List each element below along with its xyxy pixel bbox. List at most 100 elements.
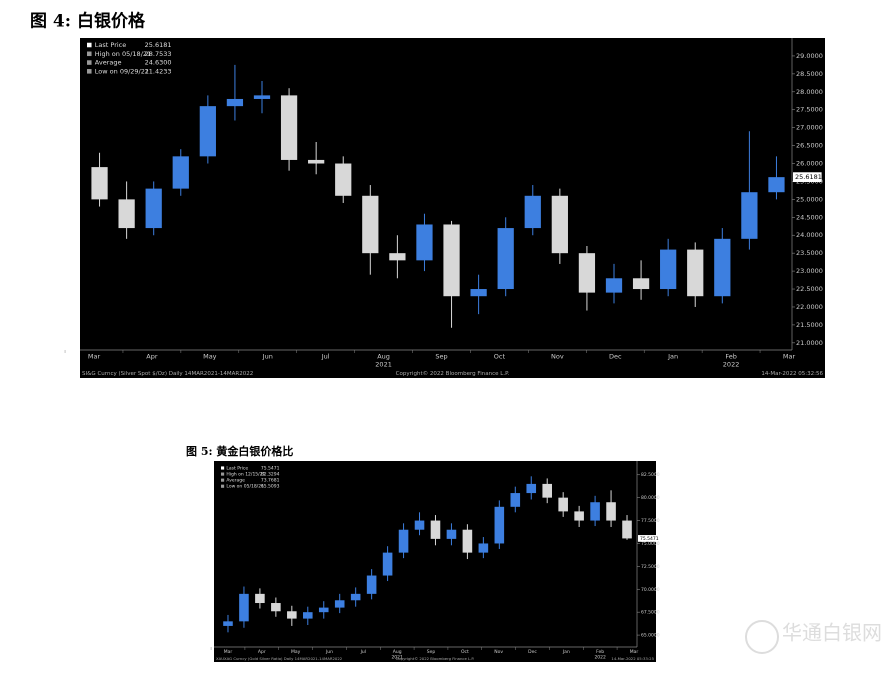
candle-body bbox=[462, 529, 473, 553]
candle-body bbox=[494, 506, 505, 544]
x-tick-label: Aug bbox=[393, 649, 402, 655]
legend-label: Low on 09/29/21 bbox=[95, 67, 149, 75]
candle-body bbox=[255, 593, 265, 604]
watermark: 华通白银网 bbox=[782, 621, 882, 645]
candle-body bbox=[334, 600, 345, 608]
candle-body bbox=[226, 98, 244, 107]
candle-body bbox=[660, 249, 677, 290]
x-tick-label: Mar bbox=[224, 649, 233, 655]
x-tick-label: Jul bbox=[360, 649, 366, 655]
legend-label: Last Price bbox=[226, 466, 248, 472]
candle-body bbox=[558, 497, 568, 512]
y-tick-label: 25.0000 bbox=[796, 195, 823, 203]
y-tick-label: 21.5000 bbox=[796, 321, 823, 329]
legend-swatch bbox=[87, 60, 92, 65]
y-tick-label: 26.5000 bbox=[796, 142, 823, 150]
candle-body bbox=[443, 224, 460, 297]
legend-swatch bbox=[87, 42, 92, 48]
y-tick-label: 28.5000 bbox=[796, 70, 823, 78]
candle-body bbox=[605, 278, 623, 293]
legend-value: 24.6300 bbox=[145, 59, 172, 67]
candle-body bbox=[280, 95, 298, 160]
x-tick-label: Dec bbox=[528, 649, 537, 655]
candle-body bbox=[414, 520, 425, 530]
x-tick-label: Jun bbox=[262, 353, 273, 361]
legend-label: Low on 05/18/21 bbox=[226, 484, 264, 490]
x-tick-label: Jun bbox=[325, 649, 333, 655]
year-label: 2021 bbox=[375, 360, 392, 368]
y-tick-label: 23.5000 bbox=[796, 249, 823, 257]
x-tick-label: Jan bbox=[667, 353, 678, 361]
y-tick-label: 21.0000 bbox=[796, 339, 823, 347]
candle-body bbox=[606, 502, 616, 521]
candle-body bbox=[199, 106, 216, 157]
x-tick-label: Dec bbox=[609, 353, 622, 361]
y-tick-label: 24.0000 bbox=[796, 231, 823, 239]
candle-body bbox=[271, 603, 281, 612]
x-tick-label: Apr bbox=[146, 353, 158, 361]
legend-swatch bbox=[87, 51, 92, 57]
legend-label: High on 12/15/21 bbox=[226, 472, 265, 478]
candle-body bbox=[478, 543, 489, 553]
candle-body bbox=[172, 156, 189, 189]
legend-swatch bbox=[221, 466, 225, 470]
candle-body bbox=[430, 520, 441, 539]
y-tick-label: 72.5000 bbox=[641, 564, 660, 570]
y-tick-label: 75.0000 bbox=[641, 541, 660, 547]
legend-swatch bbox=[87, 69, 92, 74]
y-tick-label: 29.0000 bbox=[796, 52, 823, 60]
legend-label: Last Price bbox=[95, 41, 126, 49]
y-tick-label: 28.0000 bbox=[796, 88, 823, 96]
candle-body bbox=[239, 593, 249, 622]
figure-title: 图 5: 黄金白银价格比 bbox=[186, 444, 293, 458]
candle-body bbox=[389, 253, 406, 261]
candle-body bbox=[578, 253, 596, 293]
footer-date: 14-Mar-2022 05:33:25 bbox=[611, 656, 654, 661]
candle-body bbox=[510, 493, 521, 507]
footer-source: XAUXAG Curncy (Gold Silver Ratio) Daily … bbox=[216, 656, 343, 661]
y-tick-label: 65.0000 bbox=[641, 633, 660, 639]
candle-body bbox=[524, 195, 541, 229]
x-tick-label: Mar bbox=[783, 353, 796, 361]
candle-body bbox=[118, 199, 135, 229]
last-price-label: 25.6181 bbox=[795, 173, 822, 181]
legend-label: Average bbox=[226, 478, 245, 484]
candle-body bbox=[223, 621, 233, 626]
candle-body bbox=[253, 95, 271, 99]
x-tick-label: Aug bbox=[377, 353, 390, 361]
candle-body bbox=[446, 529, 457, 539]
candle-body bbox=[714, 238, 731, 297]
legend-value: 65.5093 bbox=[261, 484, 280, 490]
candle-body bbox=[590, 502, 600, 521]
y-tick-label: 80.0000 bbox=[641, 495, 660, 501]
x-tick-label: Sep bbox=[427, 649, 436, 655]
chart-background bbox=[214, 461, 656, 662]
footer-date: 14-Mar-2022 05:32:56 bbox=[761, 371, 823, 377]
year-label: 2022 bbox=[594, 654, 606, 660]
x-tick-label: Mar bbox=[630, 649, 639, 655]
legend-value: 73.7681 bbox=[261, 478, 280, 484]
candle-body bbox=[366, 575, 377, 594]
candle-body bbox=[398, 529, 409, 553]
candle-body bbox=[542, 483, 552, 498]
candle-body bbox=[416, 224, 433, 261]
candle-body bbox=[350, 593, 361, 601]
y-tick-label: 82.5000 bbox=[641, 472, 660, 478]
x-tick-label: Sep bbox=[435, 353, 447, 361]
y-tick-label: 22.5000 bbox=[796, 285, 823, 293]
candle-body bbox=[303, 612, 313, 619]
candle-body bbox=[145, 188, 162, 229]
y-tick-label: 22.0000 bbox=[796, 303, 823, 311]
legend-swatch bbox=[221, 484, 225, 488]
legend-value: 28.7533 bbox=[145, 50, 172, 58]
x-tick-label: Feb bbox=[725, 353, 737, 361]
candle-body bbox=[497, 228, 514, 290]
legend-swatch bbox=[221, 472, 225, 476]
y-tick-label: 77.5000 bbox=[641, 518, 660, 524]
candle-body bbox=[382, 552, 393, 576]
figure-title: 图 4: 白银价格 bbox=[30, 11, 146, 32]
candle-body bbox=[687, 249, 704, 297]
x-tick-label: Oct bbox=[494, 353, 506, 361]
candle-body bbox=[632, 278, 650, 290]
